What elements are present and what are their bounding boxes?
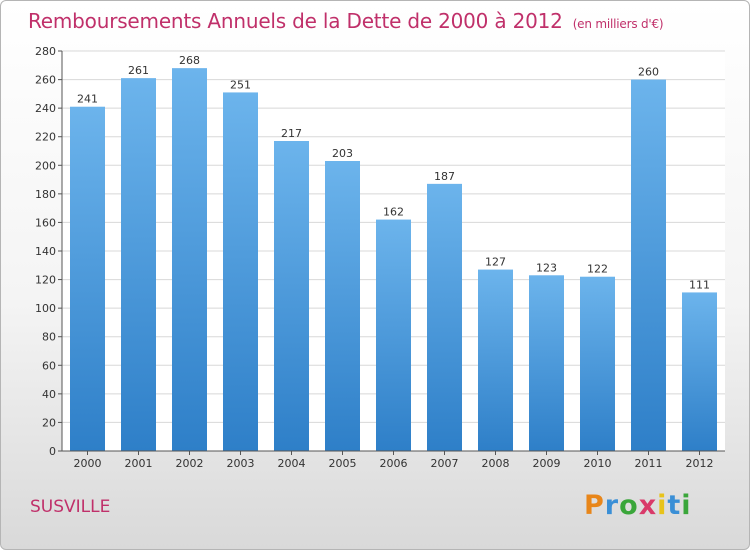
y-tick-label: 160 <box>35 216 56 229</box>
y-tick-label: 240 <box>35 102 56 115</box>
value-label: 122 <box>587 263 608 276</box>
proxiti-logo: Proxiti <box>584 490 692 521</box>
bar-2001 <box>121 78 156 452</box>
y-tick-label: 20 <box>42 416 56 429</box>
x-tick-label: 2001 <box>125 457 153 470</box>
bar-2011 <box>631 79 666 452</box>
logo-letter: P <box>584 490 605 521</box>
value-label: 261 <box>128 64 149 77</box>
value-label: 251 <box>230 78 251 91</box>
bar-2002 <box>172 68 207 452</box>
value-labels: 241 261 268 251 217 203 162 187 127 123 122 260 111 <box>77 54 710 291</box>
bar-2000 <box>70 106 105 451</box>
value-label: 111 <box>689 278 710 291</box>
x-tick-label: 2008 <box>482 457 510 470</box>
y-tick-label: 180 <box>35 188 56 201</box>
y-tick-label: 60 <box>42 359 56 372</box>
logo-letter: t <box>667 490 682 521</box>
bar-2012 <box>682 292 717 451</box>
value-label: 203 <box>332 147 353 160</box>
logo-letter: r <box>604 490 620 521</box>
x-tick-label: 2003 <box>227 457 255 470</box>
y-tick-label: 220 <box>35 131 56 144</box>
y-tick-label: 200 <box>35 159 56 172</box>
y-tick-label: 100 <box>35 302 56 315</box>
bars <box>70 68 717 452</box>
y-tick-label: 120 <box>35 274 56 287</box>
bar-2008 <box>478 269 513 451</box>
bar-2004 <box>274 141 309 451</box>
logo-letter: i <box>681 490 692 521</box>
bar-2006 <box>376 219 411 451</box>
x-tick-label: 2010 <box>584 457 612 470</box>
logo-letter: o <box>619 490 639 521</box>
value-label: 241 <box>77 93 98 106</box>
bar-2010 <box>580 276 615 451</box>
logo-letter: i <box>657 490 668 521</box>
y-tick-label: 0 <box>49 445 56 458</box>
x-tick-label: 2004 <box>278 457 306 470</box>
value-label: 268 <box>179 54 200 67</box>
y-axis: 0 20 40 60 80 100 120 140 160 180 200 220 240 260 280 <box>35 45 63 458</box>
x-axis: 2000 2001 2002 2003 2004 2005 2006 2007 2008 2009… <box>62 450 725 470</box>
bar-2003 <box>223 92 258 451</box>
y-tick-label: 260 <box>35 74 56 87</box>
y-tick-label: 140 <box>35 245 56 258</box>
x-tick-label: 2000 <box>74 457 102 470</box>
logo-letter: x <box>638 490 658 521</box>
value-label: 162 <box>383 206 404 219</box>
value-label: 187 <box>434 170 455 183</box>
commune-name: SUSVILLE <box>30 497 111 517</box>
bar-2007 <box>427 183 462 451</box>
x-tick-label: 2009 <box>533 457 561 470</box>
chart-unit: (en milliers d'€) <box>572 17 664 31</box>
chart-title-text: Remboursements Annuels de la Dette de 20… <box>28 9 563 33</box>
value-label: 127 <box>485 256 506 269</box>
y-tick-label: 80 <box>42 331 56 344</box>
value-label: 217 <box>281 127 302 140</box>
chart-title: Remboursements Annuels de la Dette de 20… <box>28 9 664 33</box>
x-tick-label: 2011 <box>635 457 663 470</box>
x-tick-label: 2002 <box>176 457 204 470</box>
x-tick-label: 2007 <box>431 457 459 470</box>
y-tick-label: 280 <box>35 45 56 58</box>
x-tick-label: 2012 <box>686 457 714 470</box>
value-label: 260 <box>638 66 659 79</box>
x-tick-label: 2005 <box>329 457 357 470</box>
bar-2009 <box>529 275 564 451</box>
bar-2005 <box>325 161 360 451</box>
x-tick-label: 2006 <box>380 457 408 470</box>
value-label: 123 <box>536 261 557 274</box>
y-tick-label: 40 <box>42 388 56 401</box>
